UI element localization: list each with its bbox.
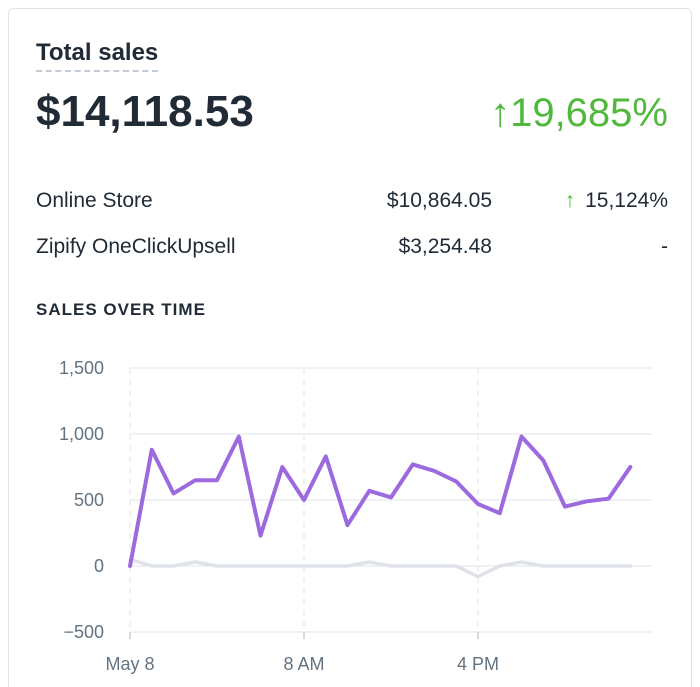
series-line-comparison [128, 557, 633, 579]
y-tick-label: 1,000 [59, 424, 104, 444]
sales-over-time-chart: −500 0 500 1,000 1,500 May 8 8 AM 4 PM [59, 358, 652, 674]
breakdown-value: $3,254.48 [398, 235, 492, 258]
breakdown-change: - [661, 232, 668, 262]
breakdown-change-value: - [661, 235, 668, 258]
x-tick-label: 8 AM [283, 654, 324, 674]
breakdown-name: Online Store [36, 189, 153, 212]
y-tick-label: 1,500 [59, 358, 104, 378]
breakdown-value: $10,864.05 [386, 189, 492, 212]
breakdown-row-online-store: Online Store $10,864.05 ↑ 15,124% [36, 186, 668, 216]
x-tick-label: 4 PM [457, 654, 499, 674]
breakdown-name: Zipify OneClickUpsell [36, 235, 236, 258]
x-tick-label: May 8 [105, 654, 154, 674]
breakdown-change-value: 15,124% [585, 189, 668, 212]
total-sales-change-value: 19,685% [510, 91, 668, 135]
y-tick-label: 500 [74, 490, 104, 510]
up-arrow-icon: ↑ [490, 91, 511, 135]
y-tick-label: −500 [63, 622, 104, 642]
total-sales-value: $14,118.53 [36, 87, 254, 136]
up-arrow-icon: ↑ [564, 189, 576, 212]
series-line-current [128, 434, 633, 568]
total-sales-card [8, 8, 692, 687]
breakdown-change: ↑ 15,124% [565, 186, 668, 216]
total-sales-change: ↑19,685% [490, 88, 668, 138]
card-title[interactable]: Total sales [36, 38, 159, 72]
breakdown-row-zipify: Zipify OneClickUpsell $3,254.48 - [36, 232, 668, 262]
section-title: SALES OVER TIME [36, 300, 206, 319]
y-tick-label: 0 [94, 556, 104, 576]
